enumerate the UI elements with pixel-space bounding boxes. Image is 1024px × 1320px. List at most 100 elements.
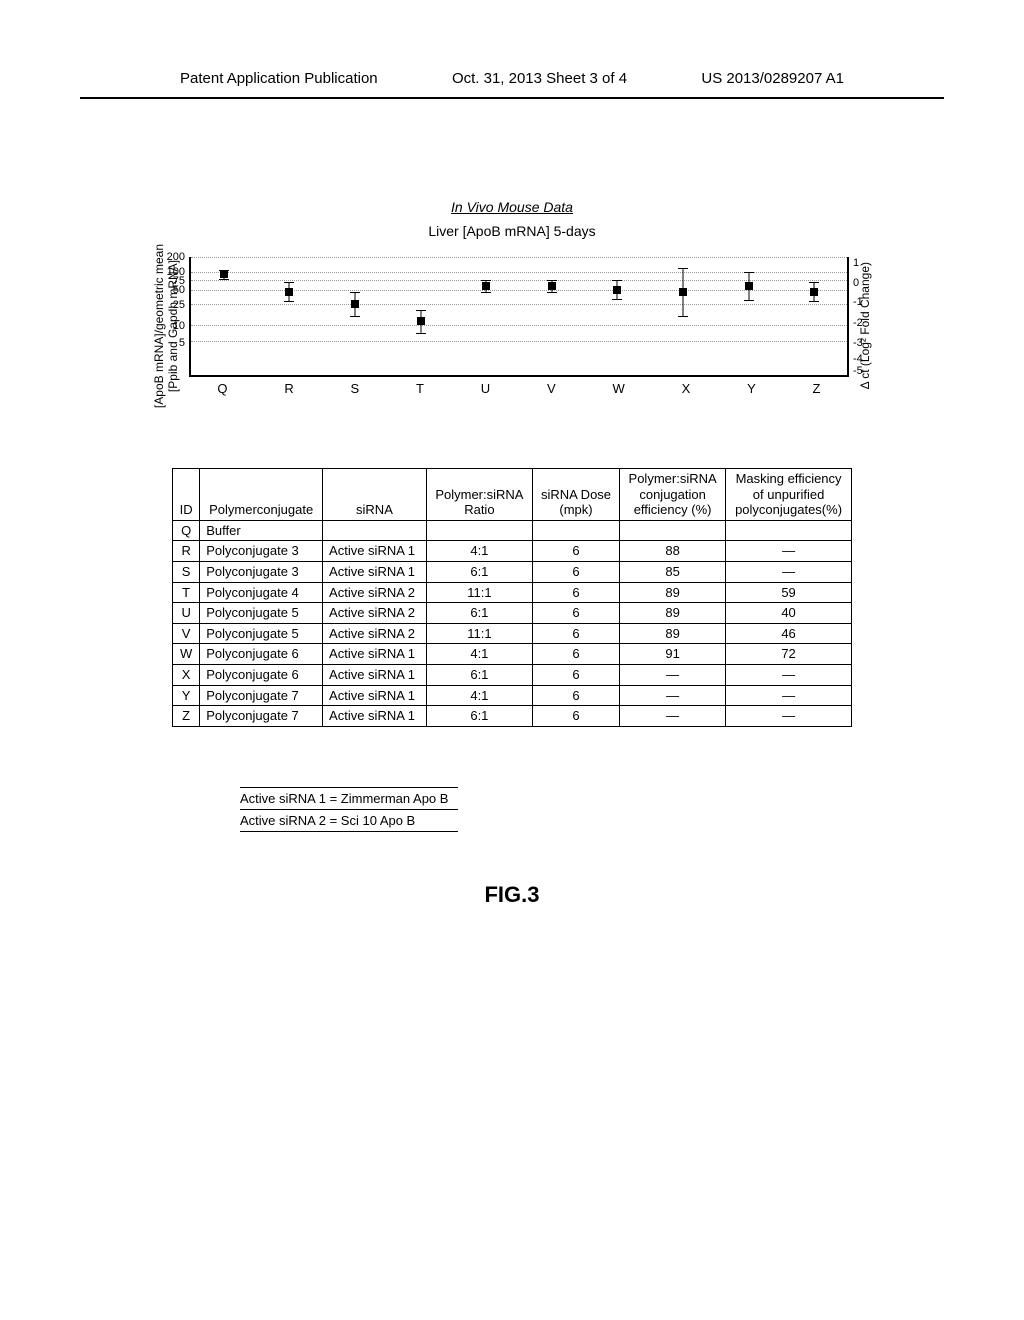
y-tick-left: 200 <box>167 251 185 263</box>
table-cell: 72 <box>726 644 852 665</box>
x-tick: W <box>612 381 624 396</box>
table-cell: Buffer <box>200 520 323 541</box>
error-cap <box>678 268 688 269</box>
table-row: UPolyconjugate 5Active siRNA 26:168940 <box>173 603 852 624</box>
table-cell: Active siRNA 1 <box>323 644 427 665</box>
error-cap <box>809 301 819 302</box>
table-cell <box>726 520 852 541</box>
table-cell: 40 <box>726 603 852 624</box>
legend-row-1: Active siRNA 1 = Zimmerman Apo B <box>240 787 458 809</box>
error-cap <box>284 301 294 302</box>
data-point <box>613 286 621 294</box>
figure-label: FIG.3 <box>80 882 944 908</box>
table-header-cell: Polymer:siRNARatio <box>426 469 532 521</box>
table-cell: 6:1 <box>426 603 532 624</box>
table-header-cell: Polymer:siRNAconjugationefficiency (%) <box>620 469 726 521</box>
content-area: In Vivo Mouse Data Liver [ApoB mRNA] 5-d… <box>0 99 1024 908</box>
data-point <box>745 282 753 290</box>
y-ticks-right: 10-1-2-3-4-5 <box>849 257 853 377</box>
x-tick: Z <box>813 381 821 396</box>
table-row: WPolyconjugate 6Active siRNA 14:169172 <box>173 644 852 665</box>
table-cell: Polyconjugate 6 <box>200 644 323 665</box>
y-tick-left: 5 <box>179 337 185 349</box>
table-cell: Y <box>173 685 200 706</box>
table-cell: T <box>173 582 200 603</box>
error-cap <box>547 280 557 281</box>
gridline <box>191 257 847 258</box>
error-cap <box>284 282 294 283</box>
x-tick: X <box>682 381 691 396</box>
table-cell: Polyconjugate 7 <box>200 685 323 706</box>
table-cell: 88 <box>620 541 726 562</box>
table-cell: — <box>620 685 726 706</box>
error-cap <box>612 280 622 281</box>
table-row: YPolyconjugate 7Active siRNA 14:16—— <box>173 685 852 706</box>
table-cell: 6 <box>532 665 619 686</box>
table-cell: 6 <box>532 644 619 665</box>
y-tick-left: 50 <box>173 284 185 296</box>
table-cell: Active siRNA 1 <box>323 665 427 686</box>
table-cell <box>426 520 532 541</box>
table-cell: 4:1 <box>426 685 532 706</box>
table-cell: Polyconjugate 3 <box>200 562 323 583</box>
table-body: QBufferRPolyconjugate 3Active siRNA 14:1… <box>173 520 852 726</box>
data-point <box>810 288 818 296</box>
table-cell: Z <box>173 706 200 727</box>
table-cell: 4:1 <box>426 644 532 665</box>
table-cell: 89 <box>620 603 726 624</box>
table-cell: Polyconjugate 5 <box>200 603 323 624</box>
table-cell: 89 <box>620 623 726 644</box>
table-cell: R <box>173 541 200 562</box>
table-cell: Polyconjugate 3 <box>200 541 323 562</box>
x-tick: T <box>416 381 424 396</box>
y-tick-left: 10 <box>173 320 185 332</box>
data-point <box>220 270 228 278</box>
table-cell: Polyconjugate 6 <box>200 665 323 686</box>
table-cell: 11:1 <box>426 623 532 644</box>
data-point <box>351 300 359 308</box>
x-tick: V <box>547 381 556 396</box>
table-header-cell: Polymerconjugate <box>200 469 323 521</box>
table-cell: 6 <box>532 582 619 603</box>
header-right: US 2013/0289207 A1 <box>701 70 844 87</box>
table-row: VPolyconjugate 5Active siRNA 211:168946 <box>173 623 852 644</box>
table-header-cell: Masking efficiencyof unpurifiedpolyconju… <box>726 469 852 521</box>
header-left: Patent Application Publication <box>180 70 378 87</box>
table-cell: 6:1 <box>426 665 532 686</box>
y-tick-left: 25 <box>173 299 185 311</box>
table-cell: — <box>726 665 852 686</box>
table-row: RPolyconjugate 3Active siRNA 14:1688— <box>173 541 852 562</box>
header-center: Oct. 31, 2013 Sheet 3 of 4 <box>452 70 627 87</box>
error-cap <box>744 300 754 301</box>
table-cell: 4:1 <box>426 541 532 562</box>
data-point <box>482 282 490 290</box>
x-tick: Y <box>747 381 756 396</box>
page-header: Patent Application Publication Oct. 31, … <box>80 0 944 99</box>
table-cell: Active siRNA 1 <box>323 706 427 727</box>
error-cap <box>744 272 754 273</box>
table-cell: Polyconjugate 5 <box>200 623 323 644</box>
table-cell: Active siRNA 2 <box>323 603 427 624</box>
table-cell <box>620 520 726 541</box>
error-cap <box>219 279 229 280</box>
error-cap <box>678 316 688 317</box>
table-cell: Active siRNA 2 <box>323 623 427 644</box>
table-row: TPolyconjugate 4Active siRNA 211:168959 <box>173 582 852 603</box>
table-header-cell: siRNA <box>323 469 427 521</box>
table-header-cell: ID <box>173 469 200 521</box>
table-cell: — <box>726 562 852 583</box>
table-cell: Polyconjugate 7 <box>200 706 323 727</box>
error-cap <box>350 316 360 317</box>
table-cell: 89 <box>620 582 726 603</box>
table-row: ZPolyconjugate 7Active siRNA 16:16—— <box>173 706 852 727</box>
table-cell: Active siRNA 1 <box>323 685 427 706</box>
table-row: SPolyconjugate 3Active siRNA 16:1685— <box>173 562 852 583</box>
table-cell: 91 <box>620 644 726 665</box>
table-cell: X <box>173 665 200 686</box>
table-cell: 6 <box>532 603 619 624</box>
table-header-cell: siRNA Dose(mpk) <box>532 469 619 521</box>
table-cell: 85 <box>620 562 726 583</box>
table-cell: S <box>173 562 200 583</box>
table-cell: 6:1 <box>426 706 532 727</box>
table-cell <box>323 520 427 541</box>
